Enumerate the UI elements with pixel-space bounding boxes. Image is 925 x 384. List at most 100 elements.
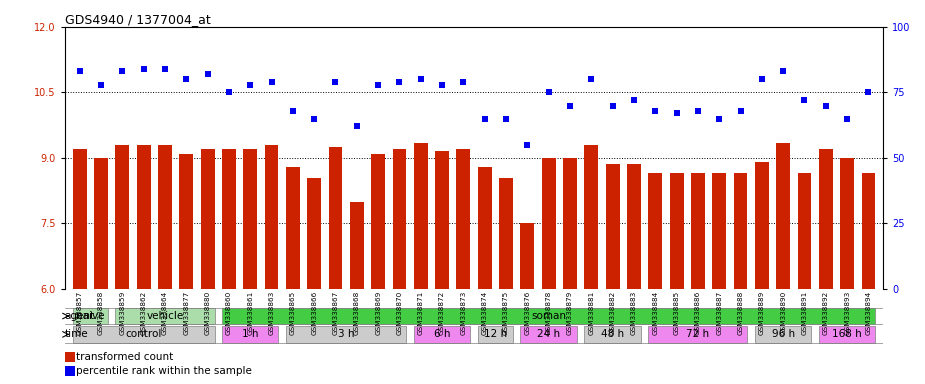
Bar — [670, 173, 684, 289]
Point — [755, 76, 770, 83]
Bar — [606, 164, 620, 289]
Bar — [116, 145, 130, 289]
Point — [734, 108, 748, 114]
Point — [690, 108, 705, 114]
Text: GSM338861: GSM338861 — [247, 291, 253, 335]
Bar — [371, 154, 385, 289]
Point — [413, 76, 428, 83]
Point — [541, 89, 556, 96]
Bar — [755, 326, 811, 343]
Bar — [73, 149, 87, 289]
Bar — [222, 326, 278, 343]
Point — [179, 76, 193, 83]
Text: 72 h: 72 h — [686, 329, 709, 339]
Text: 48 h: 48 h — [601, 329, 624, 339]
Bar — [478, 167, 492, 289]
Point — [776, 68, 791, 74]
Text: GSM338882: GSM338882 — [610, 291, 616, 335]
Text: GSM338883: GSM338883 — [631, 291, 637, 335]
Bar — [819, 149, 832, 289]
Point — [371, 81, 386, 88]
Bar — [179, 154, 193, 289]
Text: 96 h: 96 h — [771, 329, 795, 339]
Point — [840, 116, 855, 122]
Text: 6 h: 6 h — [434, 329, 450, 339]
Text: 12 h: 12 h — [484, 329, 507, 339]
Bar — [478, 326, 513, 343]
Text: GSM338857: GSM338857 — [77, 291, 82, 335]
Bar — [94, 158, 108, 289]
Text: GSM338866: GSM338866 — [311, 291, 317, 335]
Bar — [712, 173, 726, 289]
Text: GSM338860: GSM338860 — [226, 291, 232, 335]
Bar — [137, 145, 151, 289]
Bar — [328, 147, 342, 289]
Text: GSM338878: GSM338878 — [546, 291, 551, 335]
Bar — [776, 142, 790, 289]
Point — [93, 81, 108, 88]
Point — [499, 116, 513, 122]
Text: GSM338886: GSM338886 — [695, 291, 701, 335]
Text: GSM338888: GSM338888 — [737, 291, 744, 335]
Text: 1 h: 1 h — [242, 329, 258, 339]
Point — [712, 116, 727, 122]
Text: agent: agent — [65, 311, 94, 321]
Text: 3 h: 3 h — [338, 329, 354, 339]
Text: time: time — [65, 329, 88, 339]
Text: GSM338865: GSM338865 — [290, 291, 296, 335]
Bar — [116, 308, 215, 324]
Text: GSM338894: GSM338894 — [866, 291, 871, 335]
Text: GSM338869: GSM338869 — [376, 291, 381, 335]
Text: GSM338873: GSM338873 — [461, 291, 466, 335]
Text: 168 h: 168 h — [832, 329, 862, 339]
Bar — [413, 142, 427, 289]
Bar — [286, 167, 300, 289]
Bar — [521, 326, 577, 343]
Bar — [265, 145, 278, 289]
Point — [307, 116, 322, 122]
Bar — [222, 308, 875, 324]
Point — [819, 103, 833, 109]
Text: GSM338885: GSM338885 — [673, 291, 680, 335]
Bar — [648, 173, 662, 289]
Point — [520, 142, 535, 148]
Bar — [286, 326, 406, 343]
Text: GSM338871: GSM338871 — [418, 291, 424, 335]
Point — [669, 110, 684, 116]
Point — [72, 68, 87, 74]
Bar — [65, 352, 76, 362]
Text: GSM338862: GSM338862 — [141, 291, 147, 335]
Bar — [350, 202, 364, 289]
Point — [562, 103, 577, 109]
Text: GSM338870: GSM338870 — [397, 291, 402, 335]
Bar — [73, 326, 215, 343]
Bar — [413, 326, 470, 343]
Point — [392, 79, 407, 85]
Text: GSM338872: GSM338872 — [439, 291, 445, 335]
Point — [584, 76, 598, 83]
Bar — [563, 158, 577, 289]
Point — [350, 123, 364, 129]
Text: GSM338880: GSM338880 — [204, 291, 211, 335]
Bar — [627, 164, 641, 289]
Text: percentile rank within the sample: percentile rank within the sample — [76, 366, 252, 376]
Point — [648, 108, 662, 114]
Bar — [691, 173, 705, 289]
Bar — [392, 149, 406, 289]
Point — [797, 97, 812, 103]
Point — [157, 66, 172, 72]
Text: GSM338875: GSM338875 — [503, 291, 509, 335]
Text: GSM338858: GSM338858 — [98, 291, 104, 335]
Text: GSM338867: GSM338867 — [332, 291, 339, 335]
Text: naive: naive — [76, 311, 105, 321]
Bar — [755, 162, 769, 289]
Bar — [819, 326, 875, 343]
Text: GDS4940 / 1377004_at: GDS4940 / 1377004_at — [65, 13, 211, 26]
Text: transformed count: transformed count — [76, 352, 173, 362]
Text: vehicle: vehicle — [146, 311, 183, 321]
Point — [477, 116, 492, 122]
Point — [435, 81, 450, 88]
Point — [243, 81, 258, 88]
Point — [626, 97, 641, 103]
Text: 24 h: 24 h — [537, 329, 561, 339]
